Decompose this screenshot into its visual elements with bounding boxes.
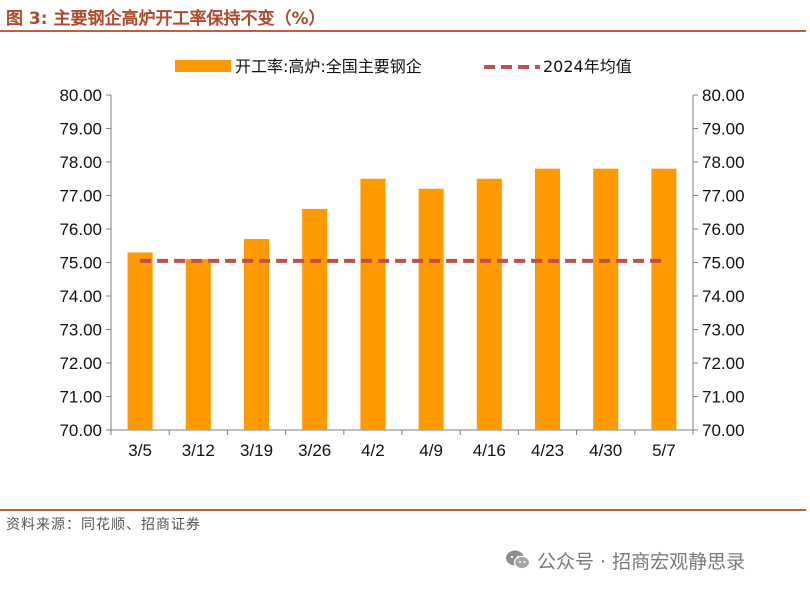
bar-chart: 开工率:高炉:全国主要钢企 2024年均值 70.00 71.00 72.00 73.00…	[59, 57, 745, 460]
x-tick-label: 5/7	[652, 441, 676, 460]
y-tick-label-right: 70.00	[702, 421, 745, 440]
x-tick-label: 4/16	[473, 441, 506, 460]
title-divider	[0, 30, 806, 32]
y-tick-label-right: 71.00	[702, 388, 745, 407]
y-tick-label-right: 77.00	[702, 187, 745, 206]
bar	[244, 239, 269, 430]
x-tick-label: 3/5	[128, 441, 152, 460]
legend-bar-swatch	[175, 60, 231, 72]
y-tick-label-left: 75.00	[59, 254, 102, 273]
y-tick-label-right: 78.00	[702, 153, 745, 172]
bar	[418, 188, 444, 430]
bar	[651, 168, 677, 430]
bar	[535, 168, 560, 430]
x-tick-label: 3/12	[182, 441, 215, 460]
y-tick-label-left: 77.00	[59, 187, 102, 206]
y-tick-label-right: 74.00	[702, 287, 745, 306]
bar	[127, 252, 153, 430]
bar	[476, 178, 502, 430]
y-tick-label-right: 80.00	[702, 86, 745, 105]
bar	[593, 168, 619, 430]
y-tick-label-right: 76.00	[702, 220, 745, 239]
x-tick-label: 4/2	[361, 441, 385, 460]
y-tick-label-left: 71.00	[59, 388, 102, 407]
watermark: 公众号 · 招商宏观静思录	[505, 547, 745, 573]
y-tick-label-left: 70.00	[59, 421, 102, 440]
x-tick-label: 3/19	[240, 441, 273, 460]
wechat-icon	[506, 550, 531, 570]
watermark-text: 公众号 · 招商宏观静思录	[537, 550, 746, 573]
x-tick-label: 3/26	[298, 441, 331, 460]
source-note: 资料来源：同花顺、招商证券	[6, 517, 201, 533]
y-tick-label-left: 74.00	[59, 287, 102, 306]
y-tick-label-right: 73.00	[702, 321, 745, 340]
bar	[185, 259, 211, 430]
x-tick-label: 4/23	[531, 441, 564, 460]
bar	[302, 208, 328, 430]
source-divider	[0, 509, 806, 511]
y-tick-label-right: 75.00	[702, 254, 745, 273]
y-tick-label-left: 73.00	[59, 321, 102, 340]
y-tick-label-right: 72.00	[702, 354, 745, 373]
y-tick-label-left: 76.00	[59, 220, 102, 239]
x-tick-label: 4/30	[589, 441, 622, 460]
y-tick-label-right: 79.00	[702, 120, 745, 139]
legend-label-line: 2024年均值	[543, 57, 632, 76]
y-tick-label-left: 78.00	[59, 153, 102, 172]
y-tick-label-left: 72.00	[59, 354, 102, 373]
legend-label-bar: 开工率:高炉:全国主要钢企	[235, 57, 422, 76]
bar	[360, 178, 386, 430]
x-tick-label: 4/9	[419, 441, 443, 460]
figure-title: 图 3: 主要钢企高炉开工率保持不变（%）	[6, 9, 326, 29]
y-tick-label-left: 80.00	[59, 86, 102, 105]
y-tick-label-left: 79.00	[59, 120, 102, 139]
